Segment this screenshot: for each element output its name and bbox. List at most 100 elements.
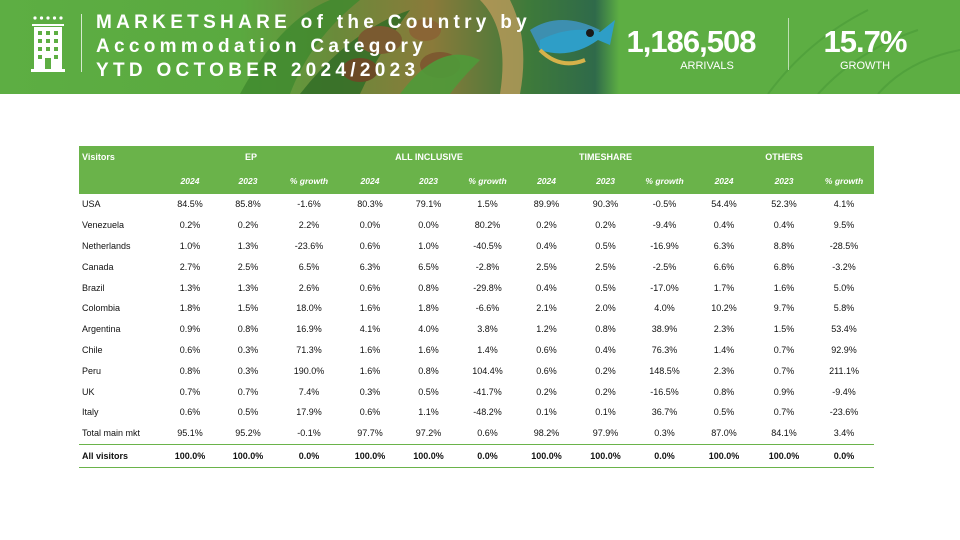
table-row: Venezuela 0.2% 0.2% 2.2% 0.0% 0.0% 80.2% 0.2% 0.…: [79, 215, 874, 236]
value-cell: 1.6%: [359, 344, 381, 355]
value-cell: 1.5%: [237, 303, 259, 314]
value-cell: 1.3%: [237, 282, 259, 293]
value-cell: 4.0%: [654, 303, 675, 314]
value-cell: -48.2%: [473, 407, 502, 418]
value-cell: 71.3%: [296, 344, 322, 355]
value-cell: -2.8%: [475, 261, 500, 272]
value-cell: -41.7%: [473, 386, 502, 397]
value-cell: 1.6%: [359, 365, 381, 376]
value-cell: 1.5%: [773, 324, 795, 335]
value-cell: 5.0%: [833, 282, 855, 293]
value-cell: 211.1%: [829, 365, 859, 376]
value-cell: 2.3%: [713, 324, 735, 335]
value-cell: 0.7%: [237, 386, 259, 397]
value-cell: 0.8%: [418, 282, 439, 293]
value-cell: -16.9%: [650, 240, 679, 251]
subheader-growth: % growth: [458, 168, 518, 194]
value-cell: 54.4%: [711, 199, 737, 210]
value-cell: 95.1%: [177, 428, 203, 439]
table-row: Peru 0.8% 0.3% 190.0% 1.6% 0.8% 104.4% 0.6% 0.2%…: [79, 360, 874, 381]
value-cell: 9.7%: [773, 303, 795, 314]
value-cell: 6.5%: [298, 261, 320, 272]
value-cell: 190.0%: [293, 365, 325, 376]
value-cell: 0.2%: [536, 386, 557, 397]
hotel-building-icon: [31, 16, 65, 72]
group-header-timeshare: TIMESHARE: [517, 146, 695, 168]
subheader-growth: % growth: [635, 168, 695, 194]
value-cell: 0.8%: [237, 324, 259, 335]
value-cell: 1.4%: [713, 344, 735, 355]
value-cell: 85.8%: [235, 199, 261, 210]
subheader-2024: 2024: [694, 168, 755, 194]
value-cell: 76.3%: [651, 344, 678, 355]
country-cell: Colombia: [82, 303, 121, 314]
value-cell: 97.2%: [415, 428, 442, 439]
value-cell: 0.0%: [277, 443, 342, 468]
value-cell: 4.0%: [418, 324, 439, 335]
subheader-2023: 2023: [219, 168, 277, 194]
value-cell: 1.3%: [179, 282, 201, 293]
country-cell: Argentina: [82, 324, 121, 335]
value-cell: 95.2%: [235, 428, 261, 439]
value-cell: 0.3%: [237, 344, 259, 355]
value-cell: 0.8%: [179, 365, 201, 376]
value-cell: 36.7%: [651, 407, 678, 418]
table-group-header: Visitors EP ALL INCLUSIVE TIMESHARE OTHE…: [79, 146, 875, 168]
table-row: Canada 2.7% 2.5% 6.5% 6.3% 6.5% -2.8% 2.5% 2.5% -…: [79, 256, 874, 277]
value-cell: -40.5%: [473, 240, 502, 251]
title-line-1: MARKETSHARE of the Country by: [96, 12, 532, 33]
visitors-header: Visitors: [79, 146, 161, 168]
value-cell: 0.6%: [359, 240, 381, 251]
value-cell: 2.0%: [595, 303, 616, 314]
value-cell: 0.4%: [536, 240, 557, 251]
subheader-blank: [79, 168, 161, 194]
value-cell: 0.7%: [179, 386, 201, 397]
value-cell: 9.5%: [833, 220, 855, 231]
subheader-2023: 2023: [754, 168, 815, 194]
value-cell: 5.8%: [833, 303, 855, 314]
value-cell: 0.5%: [595, 282, 616, 293]
value-cell: 0.1%: [536, 407, 557, 418]
group-header-others: OTHERS: [694, 146, 875, 168]
value-cell: 6.3%: [713, 240, 735, 251]
value-cell: -0.1%: [297, 428, 321, 439]
value-cell: 10.2%: [711, 303, 737, 314]
group-header-all-inclusive: ALL INCLUSIVE: [341, 146, 518, 168]
value-cell: 38.9%: [651, 324, 678, 335]
value-cell: 2.5%: [237, 261, 259, 272]
page-title: MARKETSHARE of the Country by Accommodat…: [96, 11, 566, 83]
value-cell: -2.5%: [652, 261, 677, 272]
value-cell: 100.0%: [219, 443, 277, 468]
value-cell: 1.0%: [418, 240, 439, 251]
marketshare-table: Visitors EP ALL INCLUSIVE TIMESHARE OTHE…: [79, 146, 875, 468]
value-cell: 0.5%: [418, 386, 439, 397]
country-cell: Chile: [82, 344, 103, 355]
subheader-2024: 2024: [517, 168, 577, 194]
value-cell: 7.4%: [298, 386, 320, 397]
value-cell: -6.6%: [475, 303, 500, 314]
value-cell: 1.6%: [773, 282, 795, 293]
value-cell: 17.9%: [296, 407, 322, 418]
value-cell: -29.8%: [473, 282, 502, 293]
value-cell: 100.0%: [341, 443, 400, 468]
value-cell: 0.6%: [359, 407, 381, 418]
table-row: All visitors 100.0% 100.0% 0.0% 100.0% 100.0%…: [79, 443, 875, 468]
value-cell: 100.0%: [576, 443, 636, 468]
value-cell: 0.0%: [359, 220, 381, 231]
value-cell: -3.2%: [832, 261, 856, 272]
value-cell: 100.0%: [161, 443, 219, 468]
value-cell: 1.2%: [536, 324, 557, 335]
subheader-2024: 2024: [161, 168, 219, 194]
value-cell: 0.7%: [773, 344, 795, 355]
growth-value: 15.7%: [823, 24, 908, 59]
value-cell: 2.3%: [713, 365, 735, 376]
country-cell: Brazil: [82, 282, 105, 293]
table-row: Italy 0.6% 0.5% 17.9% 0.6% 1.1% -48.2% 0.1% 0.1%…: [79, 402, 874, 423]
value-cell: 100.0%: [694, 443, 755, 468]
value-cell: 3.4%: [833, 428, 855, 439]
value-cell: 1.3%: [237, 240, 259, 251]
value-cell: 0.0%: [635, 443, 695, 468]
table-row: Chile 0.6% 0.3% 71.3% 1.6% 1.6% 1.4% 0.6% 0.4% 76…: [79, 340, 874, 361]
value-cell: 0.8%: [418, 365, 439, 376]
value-cell: 0.9%: [179, 324, 201, 335]
